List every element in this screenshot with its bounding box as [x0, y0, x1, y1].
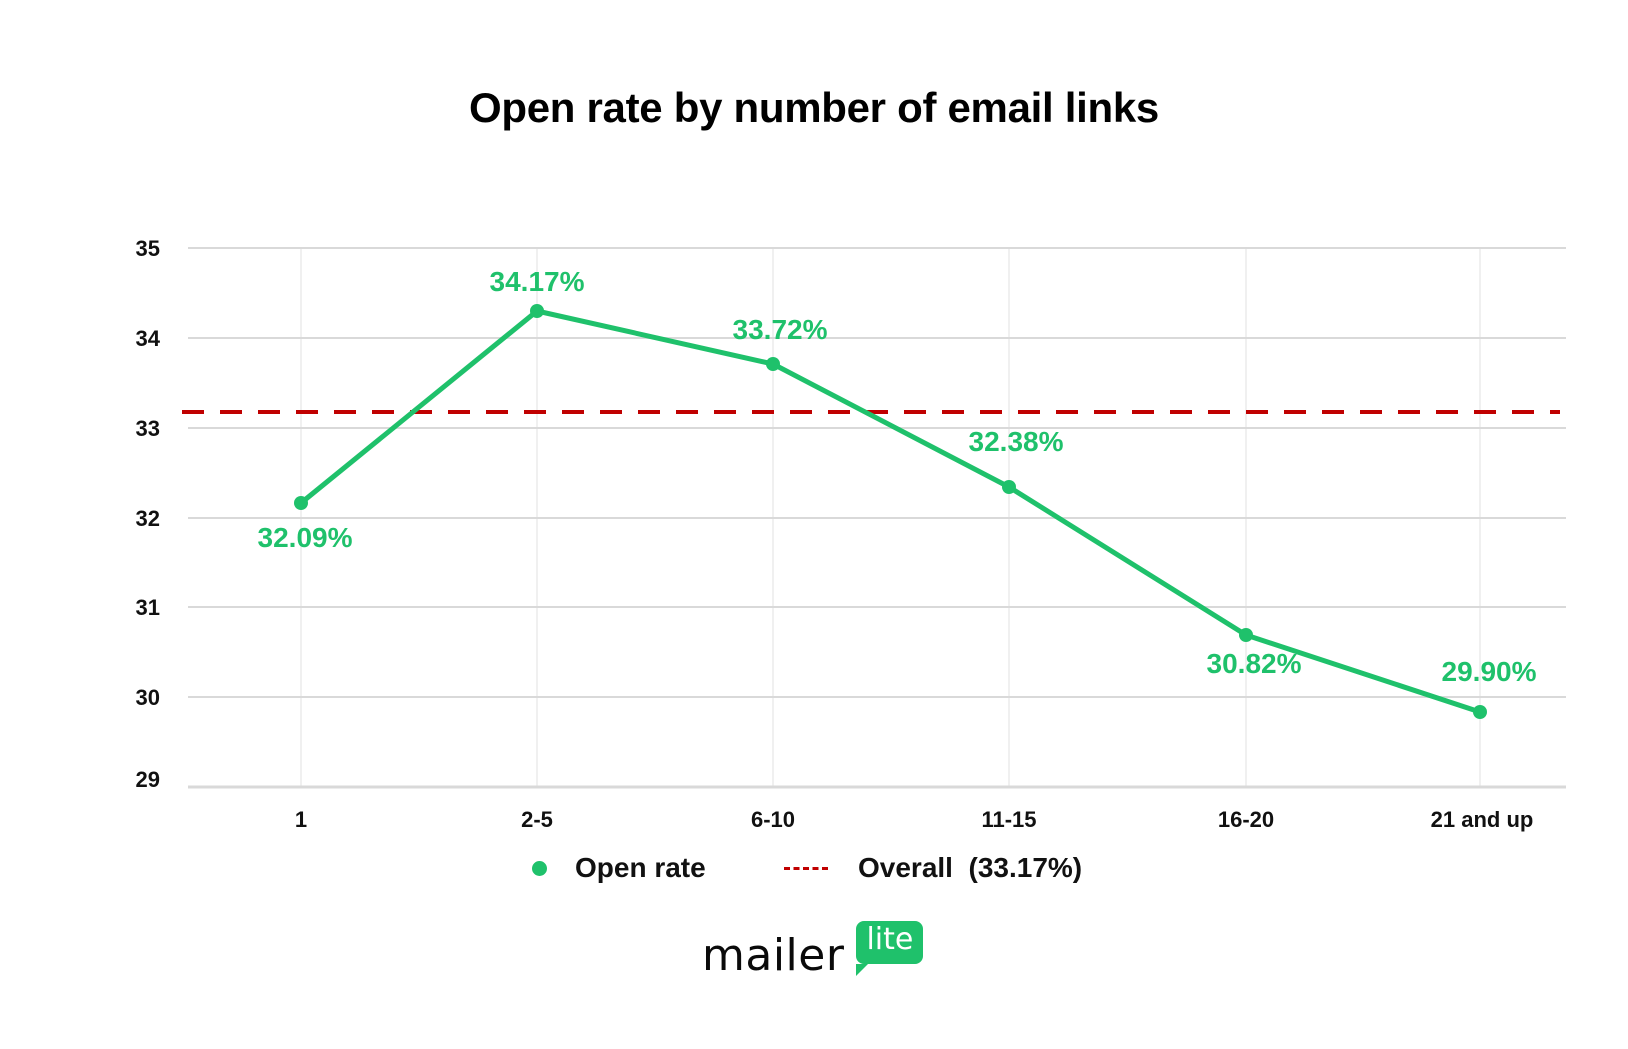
y-tick: 31 [135, 595, 160, 620]
y-tick: 35 [135, 236, 160, 261]
x-tick: 21 and up [1430, 807, 1534, 832]
y-tick: 29 [135, 767, 160, 792]
y-tick: 33 [135, 416, 160, 441]
data-label: 32.09% [257, 522, 353, 553]
y-tick: 34 [135, 326, 160, 351]
y-tick: 32 [135, 506, 160, 531]
y-tick: 30 [135, 685, 160, 710]
logo-badge-speech-bubble-icon: lite [856, 921, 924, 976]
data-label: 30.82% [1206, 648, 1302, 679]
legend-item-open-rate: Open rate [532, 852, 706, 884]
horizontal-gridlines [188, 247, 1566, 789]
x-tick: 6-10 [750, 807, 796, 832]
data-label: 34.17% [489, 266, 585, 297]
x-tick: 16-20 [1217, 807, 1275, 832]
open-rate-points [294, 304, 1487, 719]
data-label: 33.72% [732, 314, 828, 345]
legend-dash-icon [784, 866, 828, 870]
chart-legend: Open rate Overall (33.17%) [0, 852, 1628, 892]
logo-text: mailer [702, 930, 845, 981]
x-tick: 11-15 [981, 807, 1037, 832]
legend-label: Open rate [575, 852, 706, 883]
legend-item-overall: Overall (33.17%) [784, 852, 1082, 884]
data-label: 29.90% [1441, 656, 1537, 687]
x-tick: 2-5 [521, 807, 553, 832]
legend-dot-icon [532, 860, 547, 876]
legend-label: Overall (33.17%) [858, 852, 1083, 883]
mailerlite-logo: mailer lite [702, 918, 924, 981]
chart-title: Open rate by number of email links [469, 84, 1159, 131]
data-label: 32.38% [968, 426, 1064, 457]
x-tick: 1 [294, 807, 308, 832]
open-rate-line [299, 308, 1481, 715]
